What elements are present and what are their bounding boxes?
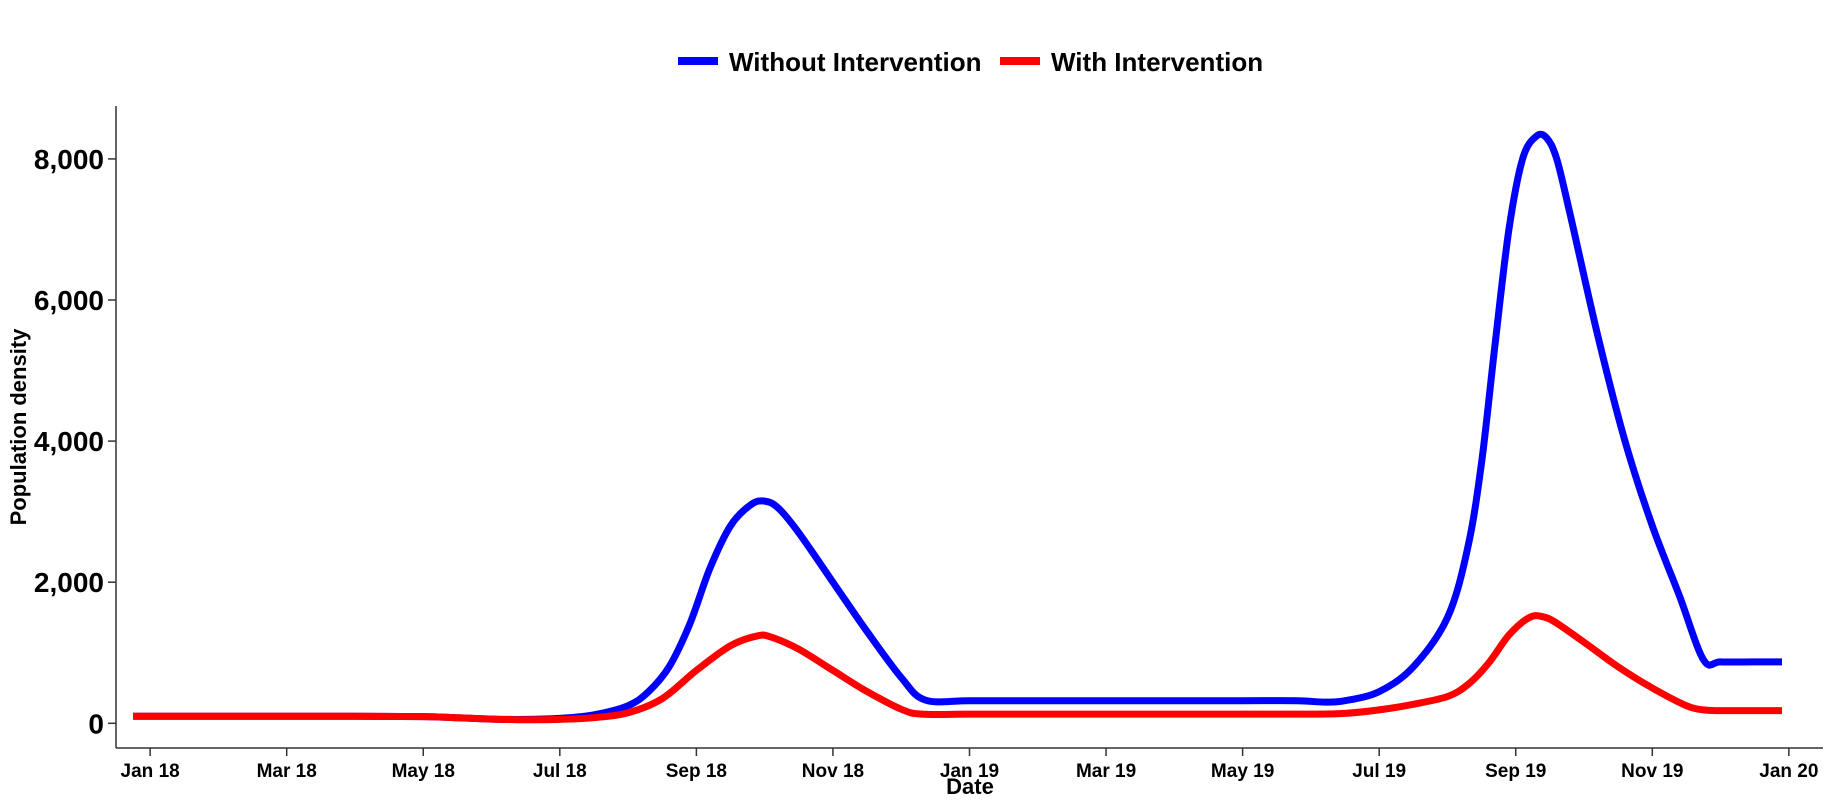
x-tick-label: Jan 20 [1759,761,1818,782]
x-tick-label: Jan 19 [940,761,999,782]
y-tick-label: 0 [88,708,104,739]
x-tick-label: Sep 18 [666,761,727,782]
y-tick-label: 2,000 [34,567,104,598]
y-axis-ticks: 0 2,000 4,000 6,000 8,000 [34,144,116,739]
x-tick-label: Jul 18 [533,761,587,782]
x-axis-ticks: Jan 18 Mar 18 May 18 Jul 18 Sep 18 Nov 18 Jan … [121,748,1818,782]
x-tick-label: Mar 18 [257,761,317,782]
x-tick-label: Sep 19 [1485,761,1546,782]
x-tick-label: May 18 [392,761,455,782]
x-tick-label: Nov 19 [1621,761,1683,782]
y-tick-label: 4,000 [34,426,104,457]
x-tick-label: Jul 19 [1352,761,1406,782]
x-tick-label: Mar 19 [1076,761,1136,782]
x-axis-title: Date [946,774,994,799]
y-tick-label: 6,000 [34,285,104,316]
series-line-with-intervention [133,612,1782,724]
legend: Without Intervention With Intervention [678,47,1263,77]
legend-label-without-intervention: Without Intervention [729,47,982,77]
series-line-without-intervention [133,130,1782,723]
y-axis-title: Population density [6,328,31,526]
legend-label-with-intervention: With Intervention [1051,47,1263,77]
x-tick-label: Jan 18 [121,761,180,782]
series-layer [133,130,1782,724]
x-tick-label: Nov 18 [802,761,864,782]
y-tick-label: 8,000 [34,144,104,175]
x-tick-label: May 19 [1211,761,1274,782]
